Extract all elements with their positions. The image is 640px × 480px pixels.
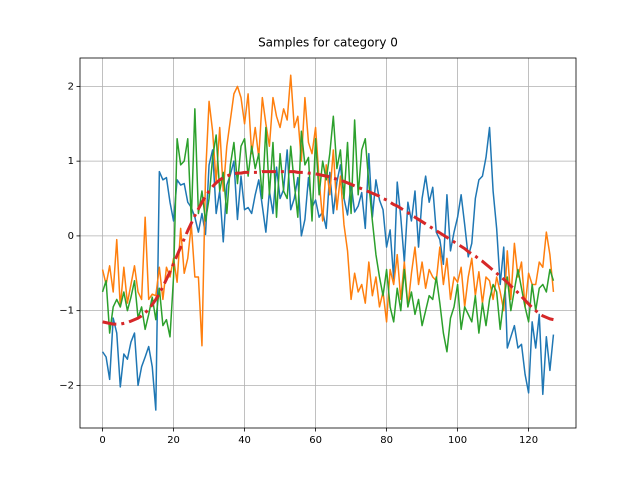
series-line <box>102 170 554 326</box>
plot-frame <box>79 57 577 429</box>
y-tick-label: 1 <box>68 156 74 167</box>
lines <box>101 74 555 411</box>
x-tick-label: 120 <box>519 435 538 446</box>
x-tick-label: 100 <box>448 435 467 446</box>
x-tick-label: 60 <box>309 435 322 446</box>
ticks: 0 20 40 60 80 100 120 −2 −1 0 1 2 <box>59 81 538 446</box>
y-tick-label: 2 <box>68 81 74 92</box>
x-tick-label: 0 <box>99 435 105 446</box>
x-tick-label: 80 <box>380 435 393 446</box>
y-tick-label: −2 <box>59 380 74 391</box>
x-tick-label: 20 <box>167 435 180 446</box>
series-line <box>101 126 555 411</box>
y-tick-label: 0 <box>68 231 74 242</box>
series-line <box>101 108 555 353</box>
series-line <box>101 74 555 347</box>
y-tick-label: −1 <box>59 306 74 317</box>
x-tick-label: 40 <box>238 435 251 446</box>
chart-title: Samples for category 0 <box>258 36 398 50</box>
